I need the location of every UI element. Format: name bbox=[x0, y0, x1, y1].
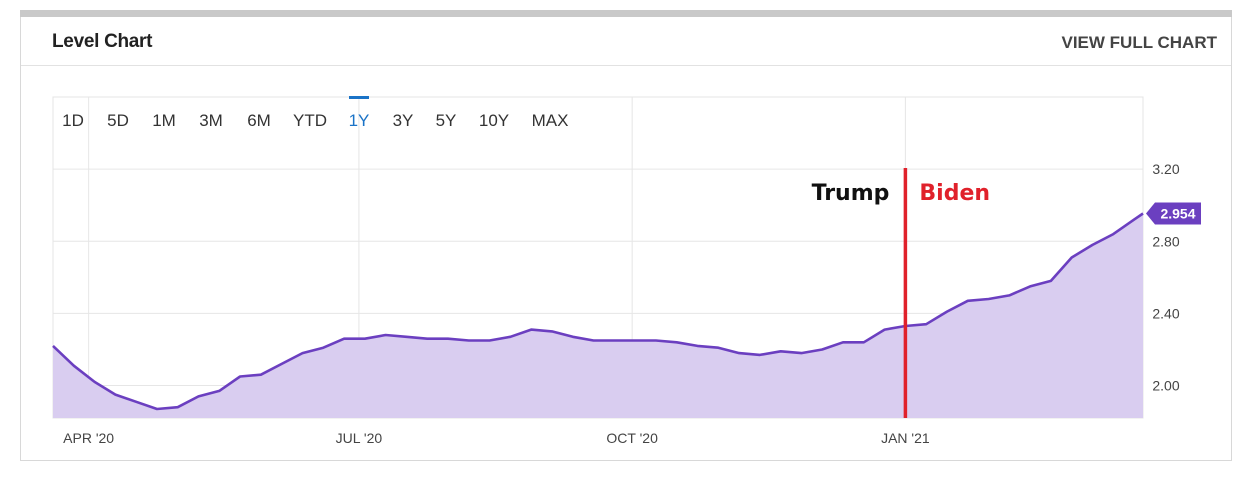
x-tick-label: APR '20 bbox=[63, 430, 114, 446]
series-line bbox=[52, 212, 1144, 411]
range-tab-max[interactable]: MAX bbox=[532, 111, 569, 130]
header-divider bbox=[21, 65, 1231, 66]
y-tick-label: 2.80 bbox=[1152, 233, 1179, 249]
series-area-fill bbox=[53, 213, 1143, 418]
annotation-biden: Biden bbox=[919, 181, 990, 206]
range-tab-5y[interactable]: 5Y bbox=[436, 111, 457, 130]
top-accent-bar bbox=[20, 10, 1232, 17]
range-tab-5d[interactable]: 5D bbox=[107, 111, 129, 130]
y-tick-label: 3.20 bbox=[1152, 161, 1179, 177]
card-title: Level Chart bbox=[52, 31, 153, 52]
annotation-trump: Trump bbox=[812, 181, 890, 206]
x-tick-label: OCT '20 bbox=[606, 430, 658, 446]
range-tab-1y[interactable]: 1Y bbox=[349, 111, 370, 130]
y-tick-label: 2.40 bbox=[1152, 305, 1179, 321]
range-tab-active-indicator bbox=[349, 96, 369, 99]
view-full-chart-link[interactable]: VIEW FULL CHART bbox=[1061, 33, 1217, 52]
last-value-badge bbox=[1146, 202, 1201, 225]
range-tab-3y[interactable]: 3Y bbox=[393, 111, 414, 130]
x-tick-label: JAN '21 bbox=[881, 430, 930, 446]
range-tab-3m[interactable]: 3M bbox=[199, 111, 223, 130]
range-tab-ytd[interactable]: YTD bbox=[293, 111, 327, 130]
range-tab-1d[interactable]: 1D bbox=[62, 111, 84, 130]
last-value-label: 2.954 bbox=[1160, 205, 1195, 221]
range-tab-10y[interactable]: 10Y bbox=[479, 111, 509, 130]
range-tab-6m[interactable]: 6M bbox=[247, 111, 271, 130]
x-tick-label: JUL '20 bbox=[336, 430, 383, 446]
y-tick-label: 2.00 bbox=[1152, 378, 1179, 394]
range-tab-1m[interactable]: 1M bbox=[152, 111, 176, 130]
